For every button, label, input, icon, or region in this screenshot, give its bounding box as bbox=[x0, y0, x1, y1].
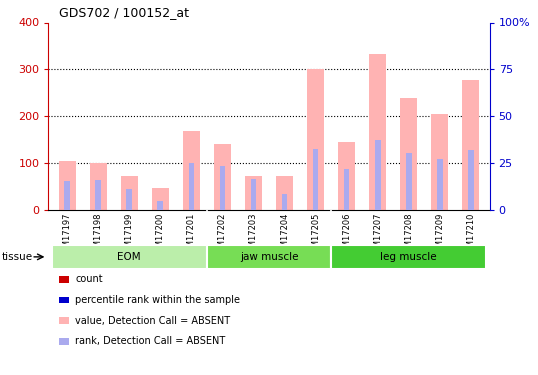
Text: EOM: EOM bbox=[117, 252, 141, 262]
Bar bbox=[462, 80, 479, 210]
Bar bbox=[95, 180, 101, 210]
Text: percentile rank within the sample: percentile rank within the sample bbox=[75, 295, 240, 305]
Text: GSM17204: GSM17204 bbox=[280, 213, 289, 258]
Bar bbox=[52, 245, 207, 268]
Text: GSM17200: GSM17200 bbox=[156, 213, 165, 258]
Bar bbox=[344, 169, 350, 210]
Text: GSM17198: GSM17198 bbox=[94, 213, 103, 258]
Text: tissue: tissue bbox=[2, 252, 33, 262]
Bar bbox=[406, 153, 412, 210]
Bar bbox=[126, 189, 132, 210]
Bar bbox=[152, 188, 169, 210]
Bar bbox=[251, 178, 256, 210]
Bar bbox=[468, 150, 474, 210]
Bar bbox=[245, 176, 262, 210]
Bar bbox=[207, 245, 331, 268]
Text: GSM17210: GSM17210 bbox=[466, 213, 476, 258]
Bar bbox=[282, 194, 287, 210]
Bar bbox=[59, 161, 76, 210]
Text: GSM17201: GSM17201 bbox=[187, 213, 196, 258]
Text: GSM17209: GSM17209 bbox=[435, 213, 444, 258]
Text: GSM17203: GSM17203 bbox=[249, 213, 258, 258]
Bar bbox=[188, 163, 194, 210]
Bar bbox=[276, 176, 293, 210]
Bar bbox=[214, 144, 231, 210]
Text: count: count bbox=[75, 274, 103, 284]
Text: GDS702 / 100152_at: GDS702 / 100152_at bbox=[59, 6, 189, 19]
Bar bbox=[431, 114, 448, 210]
Bar bbox=[313, 149, 318, 210]
Bar bbox=[158, 201, 163, 210]
Text: value, Detection Call = ABSENT: value, Detection Call = ABSENT bbox=[75, 316, 230, 326]
Text: GSM17205: GSM17205 bbox=[311, 213, 320, 258]
Bar bbox=[307, 69, 324, 210]
Bar bbox=[121, 176, 138, 210]
Text: GSM17199: GSM17199 bbox=[125, 213, 134, 258]
Text: rank, Detection Call = ABSENT: rank, Detection Call = ABSENT bbox=[75, 336, 225, 346]
Text: jaw muscle: jaw muscle bbox=[240, 252, 298, 262]
Bar bbox=[183, 131, 200, 210]
Bar bbox=[338, 142, 355, 210]
Bar bbox=[331, 245, 486, 268]
Text: leg muscle: leg muscle bbox=[380, 252, 437, 262]
Text: GSM17206: GSM17206 bbox=[342, 213, 351, 258]
Bar bbox=[369, 54, 386, 210]
Text: GSM17208: GSM17208 bbox=[404, 213, 413, 258]
Text: GSM17202: GSM17202 bbox=[218, 213, 227, 258]
Bar bbox=[90, 163, 107, 210]
Text: GSM17207: GSM17207 bbox=[373, 213, 382, 258]
Bar bbox=[375, 140, 380, 210]
Text: GSM17197: GSM17197 bbox=[62, 213, 72, 258]
Bar bbox=[220, 166, 225, 210]
Bar bbox=[64, 181, 70, 210]
Bar bbox=[400, 99, 417, 210]
Bar bbox=[437, 159, 443, 210]
